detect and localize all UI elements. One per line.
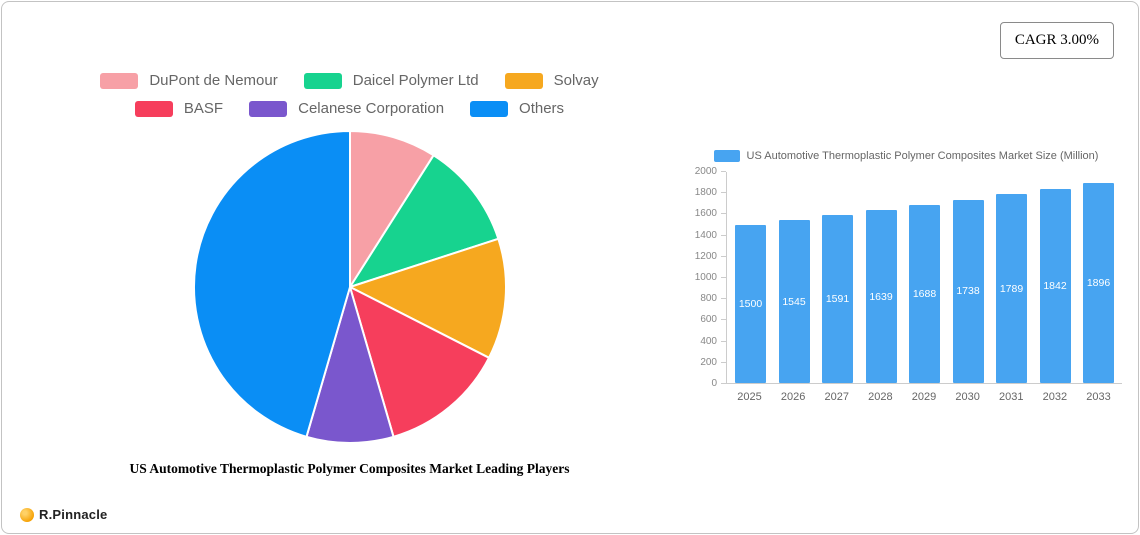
bar-value-label: 1639 xyxy=(869,290,893,303)
y-axis-tick-label: 400 xyxy=(700,335,717,347)
y-axis-tick-label: 2000 xyxy=(694,166,717,177)
legend-label: DuPont de Nemour xyxy=(149,72,278,89)
bar-2025[interactable]: 1500 xyxy=(735,224,766,383)
y-axis-tick-label: 0 xyxy=(711,378,717,389)
bar-legend-swatch xyxy=(713,150,740,162)
brand-footer: R.Pinnacle xyxy=(20,507,107,522)
y-axis-tick-mark xyxy=(721,255,726,257)
y-axis-tick-label: 1600 xyxy=(694,208,717,220)
bar-2030[interactable]: 1738 xyxy=(952,199,984,383)
x-axis-label-2026: 2026 xyxy=(780,391,806,403)
y-axis-tick-label: 1200 xyxy=(694,250,717,262)
y-axis-tick-mark xyxy=(721,383,726,384)
legend-label: Daicel Polymer Ltd xyxy=(352,72,479,89)
y-axis-tick-mark xyxy=(721,340,726,342)
bar-y-axis: 0 200 400 600 800 1000 1200 1400 1600 1800 2000 xyxy=(690,167,726,389)
pie-legend: DuPont de Nemour Daicel Polymer Ltd Solvay… xyxy=(100,72,599,117)
pie-slice-celanese-corporation[interactable] xyxy=(304,286,395,444)
bar-value-label: 1789 xyxy=(999,282,1024,295)
legend-label: BASF xyxy=(183,100,224,117)
bar-2033[interactable]: 1896 xyxy=(1083,182,1114,383)
y-axis-tick-mark xyxy=(721,277,726,278)
pie-slice-dupont-de-nemour[interactable] xyxy=(348,130,435,288)
legend-item-celanese-corporation[interactable]: Celanese Corporation xyxy=(249,100,444,117)
brand-logo-icon xyxy=(20,507,34,522)
legend-swatch-others xyxy=(470,100,509,117)
y-axis-tick-mark xyxy=(721,171,726,172)
y-axis-tick-mark xyxy=(721,319,726,321)
bar-2029[interactable]: 1688 xyxy=(909,204,940,383)
bar-x-axis-labels: 2025 2026 2027 2028 2029 2030 2031 2032 2033 xyxy=(726,391,1122,403)
x-axis-label-2028: 2028 xyxy=(868,391,893,403)
pie-legend-row: BASF Celanese Corporation Others xyxy=(134,100,564,117)
bar-value-label: 1591 xyxy=(825,293,850,306)
bar-2028[interactable]: 1639 xyxy=(865,210,897,383)
bar-chart-section: US Automotive Thermoplastic Polymer Comp… xyxy=(690,150,1122,403)
bar-value-label: 1738 xyxy=(956,285,980,298)
pie-legend-row: DuPont de Nemour Daicel Polymer Ltd Solvay xyxy=(100,72,599,89)
y-axis-tick-mark xyxy=(721,213,726,215)
y-axis-tick-label: 200 xyxy=(700,356,717,368)
bar-legend-item[interactable]: US Automotive Thermoplastic Polymer Comp… xyxy=(690,150,1122,162)
x-axis-label-2033: 2033 xyxy=(1086,391,1111,403)
y-axis-tick-label: 600 xyxy=(700,314,717,326)
y-axis-tick-mark xyxy=(721,234,726,236)
pie-slice-others[interactable] xyxy=(192,130,351,438)
x-axis-label-2031: 2031 xyxy=(999,391,1024,403)
x-axis-label-2030: 2030 xyxy=(955,391,980,403)
bar-2026[interactable]: 1545 xyxy=(778,220,810,383)
x-axis-label-2025: 2025 xyxy=(737,391,762,403)
pie-chart-title: US Automotive Thermoplastic Polymer Comp… xyxy=(129,461,570,476)
legend-item-basf[interactable]: BASF xyxy=(134,100,224,117)
y-axis-tick-mark xyxy=(721,361,726,363)
y-axis-tick-label: 1400 xyxy=(694,229,717,241)
legend-label: Celanese Corporation xyxy=(298,100,445,117)
pie-slice-solvay[interactable] xyxy=(348,237,507,359)
legend-swatch-daicel-polymer-ltd xyxy=(303,72,342,89)
x-axis-label-2029: 2029 xyxy=(911,391,937,403)
legend-item-daicel-polymer-ltd[interactable]: Daicel Polymer Ltd xyxy=(303,72,479,89)
legend-swatch-solvay xyxy=(504,72,543,89)
bar-2027[interactable]: 1591 xyxy=(822,215,853,383)
bar-plot-area: 1500 1545 1591 1639 1688 1738 1789 1842 1896 xyxy=(726,172,1122,384)
bar-2032[interactable]: 1842 xyxy=(1039,188,1071,383)
legend-swatch-basf xyxy=(134,100,173,117)
bar-2031[interactable]: 1789 xyxy=(996,194,1027,383)
legend-item-dupont-de-nemour[interactable]: DuPont de Nemour xyxy=(100,72,278,89)
pie-slice-basf[interactable] xyxy=(348,286,490,438)
y-axis-tick-mark xyxy=(721,192,726,194)
legend-swatch-celanese-corporation xyxy=(249,100,288,117)
legend-label: Solvay xyxy=(553,72,599,89)
pie-slice-daicel-polymer-ltd[interactable] xyxy=(348,154,499,288)
bar-value-label: 1545 xyxy=(782,295,806,308)
legend-swatch-dupont-de-nemour xyxy=(100,72,139,89)
x-axis-label-2032: 2032 xyxy=(1042,391,1068,403)
y-axis-tick-label: 800 xyxy=(700,293,717,305)
y-axis-tick-label: 1000 xyxy=(694,272,717,283)
x-axis-label-2027: 2027 xyxy=(824,391,849,403)
bar-value-label: 1500 xyxy=(738,297,763,310)
pie-chart[interactable] xyxy=(190,127,510,447)
bar-value-label: 1896 xyxy=(1086,276,1111,289)
legend-item-others[interactable]: Others xyxy=(470,100,564,117)
bar-value-label: 1688 xyxy=(912,287,937,300)
y-axis-tick-mark xyxy=(721,298,726,300)
bar-value-label: 1842 xyxy=(1043,279,1067,292)
bar-legend-label: US Automotive Thermoplastic Polymer Comp… xyxy=(746,150,1099,162)
legend-label: Others xyxy=(519,100,565,117)
pie-chart-section: DuPont de Nemour Daicel Polymer Ltd Solvay… xyxy=(37,72,662,477)
legend-item-solvay[interactable]: Solvay xyxy=(504,72,599,89)
y-axis-tick-label: 1800 xyxy=(694,187,717,199)
brand-name: R.Pinnacle xyxy=(39,507,108,522)
bar-plot-wrap: 0 200 400 600 800 1000 1200 1400 1600 1800 2000 15… xyxy=(690,167,1122,389)
cagr-badge: CAGR 3.00% xyxy=(999,22,1114,59)
